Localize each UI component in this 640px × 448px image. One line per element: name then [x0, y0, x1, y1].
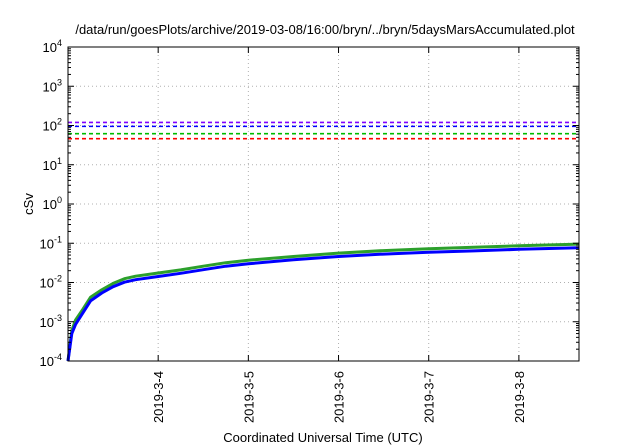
y-tick-label: 10-1	[40, 234, 62, 251]
x-tick-label: 2019-3-4	[151, 371, 166, 423]
threshold-lines	[68, 121, 579, 140]
x-tick-label: 2019-3-6	[332, 371, 347, 423]
series-line	[66, 246, 580, 362]
x-axis-label: Coordinated Universal Time (UTC)	[223, 430, 422, 445]
y-tick-label: 101	[43, 156, 62, 173]
y-tick-label: 10-4	[40, 352, 62, 369]
y-tick-label: 100	[43, 195, 62, 212]
y-tick-label: 10-2	[40, 274, 62, 291]
y-axis-label: cSv	[21, 193, 36, 215]
series-line	[66, 242, 580, 362]
y-axis-ticks: 10-4 10-3 10-2 10-1 100 101 102 103 104	[40, 38, 579, 369]
data-series	[66, 242, 580, 362]
x-tick-label: 2019-3-5	[241, 371, 256, 423]
x-tick-label: 2019-3-8	[512, 371, 527, 423]
y-tick-label: 10-3	[40, 313, 62, 330]
grid-lines	[68, 47, 579, 361]
y-tick-label: 102	[43, 117, 62, 134]
x-axis-ticks: 2019-3-4 2019-3-5 2019-3-6 2019-3-7 2019-3-8	[151, 47, 527, 423]
y-tick-label: 104	[43, 38, 62, 55]
y-tick-label: 103	[43, 77, 62, 94]
chart-title: /data/run/goesPlots/archive/2019-03-08/1…	[75, 22, 575, 37]
x-tick-label: 2019-3-7	[422, 371, 437, 423]
